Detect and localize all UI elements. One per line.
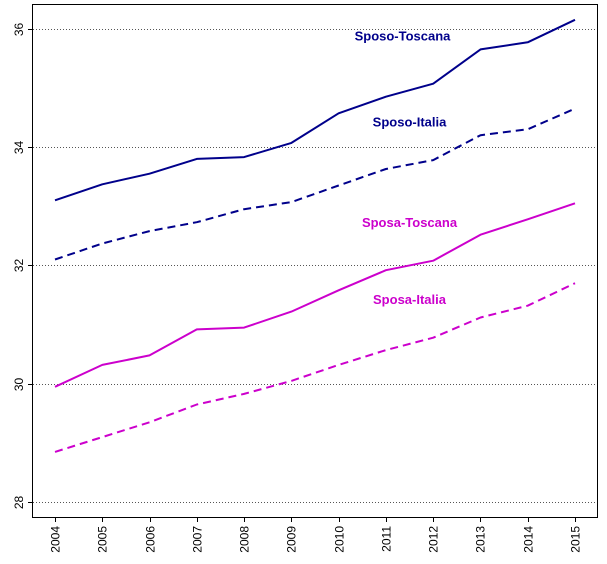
axes: 28 30 32 34 36 2004 2005 2006 2007 2008 2009 2010 20… bbox=[12, 23, 583, 553]
x-tick-label: 2015 bbox=[569, 526, 583, 553]
series-line-sposo-toscana bbox=[54, 18, 576, 202]
plot-frame bbox=[32, 4, 598, 518]
y-tick-label: 32 bbox=[12, 259, 26, 273]
x-tick-label: 2012 bbox=[427, 526, 441, 553]
x-tick-label: 2008 bbox=[238, 526, 252, 553]
y-tick-label: 28 bbox=[12, 496, 26, 510]
x-tick-label: 2004 bbox=[49, 526, 63, 553]
x-tick-label: 2013 bbox=[474, 526, 488, 553]
series-label-sposa-toscana: Sposa-Toscana bbox=[362, 215, 458, 230]
series-lines bbox=[54, 18, 576, 453]
series-label-sposo-italia: Sposo-Italia bbox=[373, 114, 447, 129]
grid bbox=[33, 29, 597, 503]
x-tick-label: 2005 bbox=[96, 526, 110, 553]
series-labels: Sposo-Toscana Sposo-Italia Sposa-Toscana Sp… bbox=[355, 29, 458, 307]
x-tick-label: 2007 bbox=[191, 526, 205, 553]
x-tick-label: 2014 bbox=[522, 526, 536, 553]
x-tick-label: 2011 bbox=[380, 526, 394, 552]
x-tick-label: 2009 bbox=[285, 526, 299, 553]
x-tick-label: 2006 bbox=[144, 526, 158, 553]
y-tick-label: 36 bbox=[12, 23, 26, 37]
series-label-sposa-italia: Sposa-Italia bbox=[373, 292, 447, 307]
x-tick-label: 2010 bbox=[333, 526, 347, 553]
y-tick-label: 34 bbox=[12, 141, 26, 155]
series-line-sposa-toscana bbox=[54, 202, 576, 388]
series-label-sposo-toscana: Sposo-Toscana bbox=[355, 29, 452, 44]
y-tick-label: 30 bbox=[12, 378, 26, 392]
